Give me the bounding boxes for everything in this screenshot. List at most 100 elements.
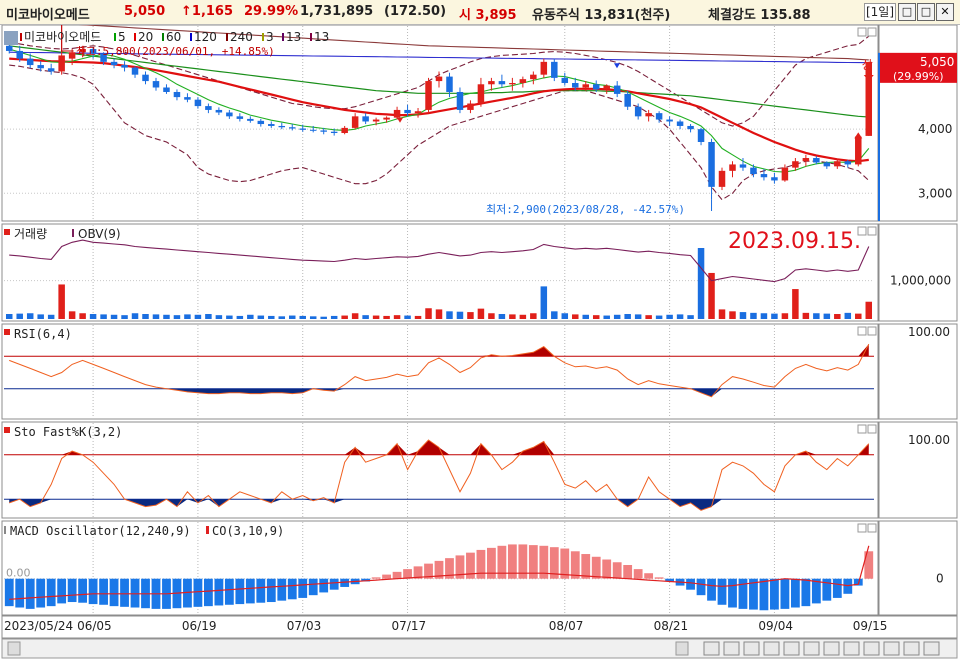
candle-body <box>718 170 726 187</box>
legend-marker <box>114 33 116 41</box>
candle-body <box>687 125 694 130</box>
macd-osc-bar <box>623 565 633 579</box>
volume-bar <box>519 314 527 319</box>
volume-bar <box>257 315 265 319</box>
price-change: ↑1,165 <box>181 4 234 19</box>
candle-body <box>624 93 631 107</box>
max-leader-line <box>61 25 74 52</box>
volume-bar <box>592 315 600 319</box>
trade-strength: 체결강도 135.88 <box>708 8 811 23</box>
buy-arrow-icon <box>397 117 403 123</box>
candle-body <box>655 113 663 120</box>
price-y-tick: 4,000 <box>918 122 952 136</box>
pane-vol-frame <box>1 223 879 322</box>
candle-body <box>163 87 170 92</box>
volume-bar <box>121 315 128 319</box>
sto-line <box>9 439 870 511</box>
pane-sto-axis <box>878 421 958 519</box>
legend-marker <box>134 33 136 41</box>
minus-icon <box>723 641 740 656</box>
ma60-line <box>9 45 869 118</box>
candle-body <box>634 106 642 117</box>
macd-osc-bar <box>728 578 737 608</box>
volume-bar <box>530 313 537 319</box>
pane-rsi-frame <box>1 323 879 420</box>
candle-body <box>666 119 673 122</box>
macd-osc-bar <box>36 578 46 608</box>
candle-body <box>823 162 831 167</box>
co-legend-label: CO(3,10,9) <box>212 524 284 538</box>
last-price-box <box>879 52 957 83</box>
volume-y-tick: 1,000,000 <box>890 274 951 288</box>
volume-bar <box>739 312 747 319</box>
volume-bar <box>572 314 579 319</box>
macd-osc-bar <box>759 578 769 611</box>
pane-macd-axis <box>878 520 958 616</box>
pane-close-icon <box>867 326 877 336</box>
candle-body <box>215 109 223 113</box>
chart-canvas[interactable]: 2023/05/24 06/05 06/19 07/03 07/17 08/07 08/21… <box>0 25 960 660</box>
pane-close-icon <box>867 27 877 37</box>
x-tick-label: 09/04 <box>758 619 793 633</box>
open-price: 시 3,895 <box>459 8 517 23</box>
legend-marker <box>282 33 284 41</box>
candle-body <box>268 124 275 126</box>
x-tick-label: 07/17 <box>392 619 427 633</box>
home-icon <box>883 641 900 656</box>
macd-osc-bar <box>707 578 716 601</box>
pane-minimize-icon <box>857 27 867 37</box>
candle-body <box>393 109 401 118</box>
macd-osc-bar <box>392 571 402 579</box>
sell-arrow-icon <box>614 63 620 69</box>
macd-osc-bar <box>738 578 748 609</box>
macd-osc-bar <box>487 547 496 579</box>
legend-marker <box>162 33 164 41</box>
candle-body <box>781 167 789 181</box>
close-button[interactable]: ✕ <box>936 3 954 21</box>
volume-bar <box>781 313 789 319</box>
macd-osc-bar <box>308 578 318 596</box>
volume-bar <box>236 315 244 319</box>
candle-body <box>89 49 97 54</box>
copy-icon <box>863 641 880 656</box>
volume-bar <box>676 314 684 319</box>
max-price-annotation: 최고:5,800(2023/06/01, +14.85%) <box>76 45 275 58</box>
volume-bar <box>467 312 474 319</box>
period-selector[interactable]: [1일] <box>864 3 896 21</box>
pane-minimize-icon <box>857 226 867 236</box>
candle-body <box>425 81 432 110</box>
pane-close-icon <box>867 226 877 236</box>
volume-bar <box>383 315 390 319</box>
x-tick-label: 08/21 <box>654 619 689 633</box>
macd-osc-bar <box>424 563 433 579</box>
float-shares: 유동주식 13,831(천주) <box>532 8 671 23</box>
volume-bar <box>834 314 841 319</box>
pane-icon <box>4 31 18 45</box>
volume-bar <box>634 314 642 319</box>
candle-body <box>572 83 579 88</box>
candle-body <box>278 125 286 128</box>
volume-bar <box>435 309 443 319</box>
macd-osc-bar <box>277 578 287 601</box>
limit-up-label: 상 <box>862 58 873 72</box>
macd-osc-bar <box>434 560 444 579</box>
macd-osc-bar <box>329 578 339 590</box>
volume-bar <box>404 315 411 319</box>
macd-osc-bar <box>4 578 14 607</box>
candle-body <box>739 164 747 168</box>
candle-body <box>110 61 118 66</box>
maximize-button[interactable]: □ <box>917 3 935 21</box>
sto-oversold-fill <box>9 499 869 511</box>
macd-osc-bar <box>612 562 622 579</box>
volume-bar <box>655 315 663 319</box>
obv-legend-marker <box>72 229 74 237</box>
macd-osc-bar <box>717 578 727 605</box>
candle-body <box>551 61 558 78</box>
macd-legend-marker <box>4 526 6 534</box>
candle-body <box>414 111 422 114</box>
restore-button[interactable]: □ <box>898 3 916 21</box>
macd-osc-bar <box>455 555 465 579</box>
legend-marker <box>190 33 192 41</box>
last-price-label: 5,050 <box>920 55 954 69</box>
volume-bar <box>771 313 778 319</box>
